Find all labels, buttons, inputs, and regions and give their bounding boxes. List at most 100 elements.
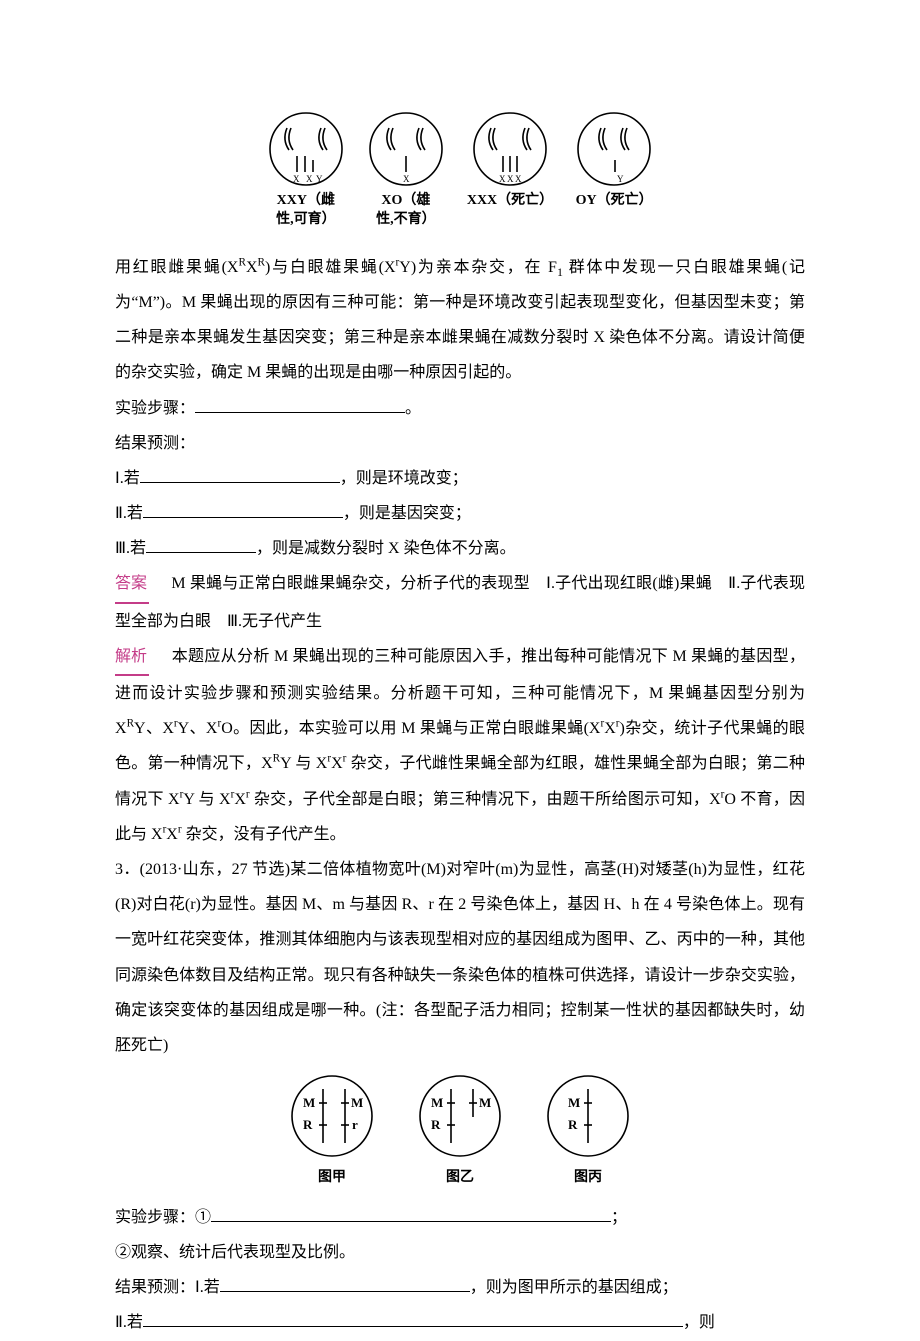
cell-xo-label: XO（雄 性,不育） <box>376 192 436 230</box>
svg-text:Y: Y <box>617 174 624 184</box>
svg-text:X: X <box>507 174 514 184</box>
svg-text:Y: Y <box>316 174 323 184</box>
q2-step: 实验步骤： 。 <box>115 391 805 426</box>
q2-answer: 答案 M 果蝇与正常白眼雌果蝇杂交，分析子代的表现型 Ⅰ.子代出现红眼(雌)果蝇… <box>115 566 805 638</box>
e-d: O。因此，本实验可以用 M 果蝇与正常白眼雌果蝇(X <box>221 720 600 737</box>
e-j: Y 与 X <box>183 791 230 808</box>
cell-xxx: X X X XXX（死亡） <box>467 110 553 230</box>
q2-III-prefix: Ⅲ.若 <box>115 540 146 557</box>
svg-text:R: R <box>303 1117 313 1132</box>
e-R1: R <box>127 718 134 730</box>
cell-oy-label: OY（死亡） <box>576 192 653 211</box>
q2-t3: )与白眼雄果蝇(X <box>265 259 396 276</box>
e-e: X <box>604 720 616 737</box>
q3-pred-I-after: ，则为图甲所示的基因组成； <box>470 1279 678 1296</box>
svg-text:X: X <box>403 174 410 184</box>
q3-pred-prefix: 结果预测：Ⅰ.若 <box>115 1279 220 1296</box>
q2-II-prefix: Ⅱ.若 <box>115 505 143 522</box>
e-l: 杂交，子代全部是白眼；第三种情况下，由题干所给图示可知，X <box>250 791 721 808</box>
q3-step1-end: ； <box>611 1209 627 1226</box>
e-h: X <box>331 755 343 772</box>
sup-R1: R <box>238 256 245 268</box>
cell-oy: Y OY（死亡） <box>575 110 653 230</box>
q2-answer-text: M 果蝇与正常白眼雌果蝇杂交，分析子代的表现型 Ⅰ.子代出现红眼(雌)果蝇 Ⅱ.… <box>115 575 805 629</box>
e-o: 杂交，没有子代产生。 <box>182 826 346 843</box>
q2-I-after: ，则是环境改变； <box>340 470 468 487</box>
svg-text:M: M <box>303 1095 315 1110</box>
blank-step <box>195 394 405 413</box>
q3-pred-II: Ⅱ.若，则 <box>115 1305 805 1340</box>
cell-xxx-label: XXX（死亡） <box>467 192 553 211</box>
e-b: Y、X <box>134 720 174 737</box>
q2-para: 用红眼雌果蝇(XRXR)与白眼雄果蝇(XrY)为亲本杂交，在 F1 群体中发现一… <box>115 250 805 391</box>
cell-xo-label-2: 性,不育） <box>376 212 436 227</box>
e-n: X <box>166 826 178 843</box>
fig-yi-label: 图乙 <box>446 1163 474 1194</box>
q2-III-after: ，则是减数分裂时 X 染色体不分离。 <box>256 540 516 557</box>
q2-II: Ⅱ.若 ，则是基因突变； <box>115 496 805 531</box>
sup-R2: R <box>258 256 265 268</box>
blank-III <box>146 535 256 554</box>
answer-label: 答案 <box>115 566 149 603</box>
cell-xxx-svg: X X X <box>471 110 549 188</box>
svg-text:M: M <box>431 1095 443 1110</box>
explain-label: 解析 <box>115 639 149 676</box>
svg-text:M: M <box>568 1095 580 1110</box>
figure-1-row: X X Y XXY（雌 性,可育） X XO（雄 性,不育） <box>115 110 805 230</box>
svg-text:X: X <box>515 174 522 184</box>
blank-q3-II <box>143 1309 683 1328</box>
cell-oy-svg: Y <box>575 110 653 188</box>
cell-xxy-label: XXY（雌 性,可育） <box>276 192 336 230</box>
cell-xxx-label-1: XXX（死亡） <box>467 193 553 208</box>
fig-bing-label: 图丙 <box>574 1163 602 1194</box>
e-c: Y、X <box>178 720 218 737</box>
q3-step1-label: 实验步骤：① <box>115 1209 211 1226</box>
svg-text:M: M <box>351 1095 363 1110</box>
q2-I: Ⅰ.若 ，则是环境改变； <box>115 461 805 496</box>
q2-predict-label: 结果预测： <box>115 426 805 461</box>
svg-text:M: M <box>479 1095 491 1110</box>
cell-xxy-svg: X X Y <box>267 110 345 188</box>
svg-text:X: X <box>306 174 313 184</box>
q2-t1: 用红眼雌果蝇(X <box>115 259 238 276</box>
q2-t4: Y)为亲本杂交，在 F <box>399 259 557 276</box>
svg-text:r: r <box>352 1117 358 1132</box>
q3-step1: 实验步骤：① ； <box>115 1200 805 1235</box>
q2-step-label: 实验步骤： <box>115 400 195 417</box>
q2-I-prefix: Ⅰ.若 <box>115 470 140 487</box>
q2-step-after: 。 <box>405 400 421 417</box>
q2-para2: “M”)。M 果蝇出现的原因有三种可能：第一种是环境改变引起表现型变化，但基因型… <box>115 294 805 381</box>
blank-q3-step <box>211 1203 611 1222</box>
q3-pred-I: 结果预测：Ⅰ.若 ，则为图甲所示的基因组成； <box>115 1270 805 1305</box>
cell-jia: M R M r 图甲 <box>289 1073 375 1194</box>
cell-bing-svg: M R <box>545 1073 631 1159</box>
cell-yi-svg: M R M <box>417 1073 503 1159</box>
q2-explain: 解析 本题应从分析 M 果蝇出现的三种可能原因入手，推出每种可能情况下 M 果蝇… <box>115 639 805 852</box>
cell-yi: M R M 图乙 <box>417 1073 503 1194</box>
q3-pred-II-after: ，则 <box>683 1314 715 1331</box>
blank-q3-I <box>220 1274 470 1293</box>
blank-II <box>143 500 343 519</box>
figure-2-row: M R M r 图甲 M R M 图乙 <box>115 1073 805 1194</box>
q3-step2: ②观察、统计后代表现型及比例。 <box>115 1235 805 1270</box>
svg-text:R: R <box>568 1117 578 1132</box>
svg-text:X: X <box>293 174 300 184</box>
cell-jia-svg: M R M r <box>289 1073 375 1159</box>
fig-jia-label: 图甲 <box>318 1163 346 1194</box>
cell-xo-svg: X <box>367 110 445 188</box>
e-k: X <box>234 791 246 808</box>
blank-I <box>140 464 340 483</box>
cell-xo-label-1: XO（雄 <box>381 193 430 208</box>
cell-bing: M R 图丙 <box>545 1073 631 1194</box>
svg-text:R: R <box>431 1117 441 1132</box>
cell-xxy: X X Y XXY（雌 性,可育） <box>267 110 345 230</box>
cell-oy-label-1: OY（死亡） <box>576 193 653 208</box>
cell-xxy-label-2: 性,可育） <box>276 212 336 227</box>
q2-III: Ⅲ.若 ，则是减数分裂时 X 染色体不分离。 <box>115 531 805 566</box>
q2-II-after: ，则是基因突变； <box>343 505 471 522</box>
svg-text:X: X <box>499 174 506 184</box>
cell-xo: X XO（雄 性,不育） <box>367 110 445 230</box>
cell-xxy-label-1: XXY（雌 <box>277 193 335 208</box>
e-g: Y 与 X <box>280 755 327 772</box>
q2-t2: X <box>246 259 258 276</box>
